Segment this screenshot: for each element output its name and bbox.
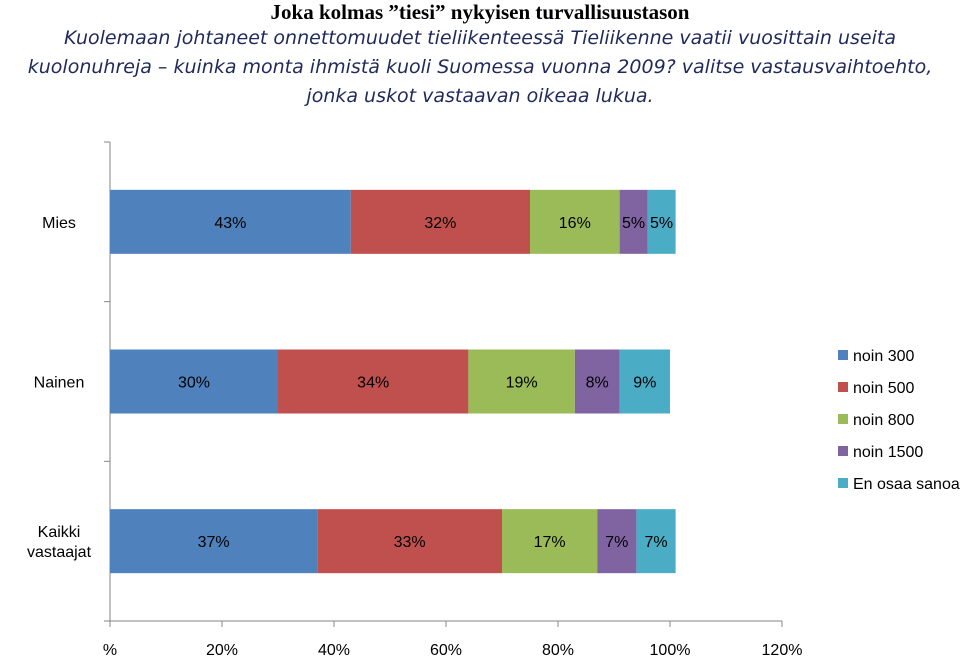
bar-segment — [468, 349, 575, 414]
bar-segment — [502, 509, 598, 574]
legend-label: noin 800 — [853, 412, 914, 429]
data-label: 43% — [214, 215, 246, 232]
bar-segment — [110, 349, 278, 414]
bar-segment — [647, 189, 676, 254]
bar-segment — [350, 189, 530, 254]
data-label: 37% — [198, 534, 230, 551]
legend-label: En osaa sanoa — [853, 476, 960, 493]
legend-label: noin 500 — [853, 380, 914, 397]
legend-label: noin 1500 — [853, 444, 923, 461]
bar-segment — [574, 349, 620, 414]
data-label: 8% — [586, 375, 609, 392]
data-label: 5% — [650, 215, 673, 232]
legend-label: noin 300 — [853, 348, 914, 365]
bar-segment — [619, 349, 670, 414]
data-label: 17% — [534, 534, 566, 551]
data-label: 33% — [394, 534, 426, 551]
x-tick-label: 20% — [206, 642, 238, 659]
data-label: 30% — [178, 375, 210, 392]
x-tick-label: 120% — [762, 642, 803, 659]
bar-segment — [597, 509, 637, 574]
category-label: Kaikki — [38, 524, 81, 541]
data-label: 7% — [605, 534, 628, 551]
bar-segment — [110, 189, 351, 254]
chart-subtitle: Kuolemaan johtaneet onnettomuudet tielii… — [27, 27, 933, 107]
x-tick-label: 80% — [542, 642, 574, 659]
legend-swatch — [838, 414, 848, 424]
legend-swatch — [838, 382, 848, 392]
bar-segment — [636, 509, 676, 574]
legend-swatch — [838, 350, 848, 360]
legend-swatch — [838, 446, 848, 456]
legend-swatch — [838, 478, 848, 488]
bar-segment — [619, 189, 648, 254]
bar-segment — [317, 509, 502, 574]
category-label: Mies — [42, 215, 76, 232]
bar-segment — [278, 349, 469, 414]
data-label: 9% — [633, 375, 656, 392]
data-label: 16% — [559, 215, 591, 232]
x-tick-label: % — [103, 642, 117, 659]
category-label: Nainen — [34, 375, 85, 392]
data-label: 19% — [506, 375, 538, 392]
data-label: 32% — [424, 215, 456, 232]
data-label: 34% — [357, 375, 389, 392]
x-tick-label: 60% — [430, 642, 462, 659]
bar-segment — [530, 189, 620, 254]
chart-title: Joka kolmas ”tiesi” nykyisen turvallisuu… — [270, 0, 690, 24]
data-label: 5% — [622, 215, 645, 232]
category-label: vastaajat — [27, 544, 92, 561]
chart-header: Joka kolmas ”tiesi” nykyisen turvallisuu… — [0, 0, 960, 111]
data-label: 7% — [644, 534, 667, 551]
bar-segment — [110, 509, 318, 574]
x-tick-label: 100% — [650, 642, 691, 659]
x-tick-label: 40% — [318, 642, 350, 659]
